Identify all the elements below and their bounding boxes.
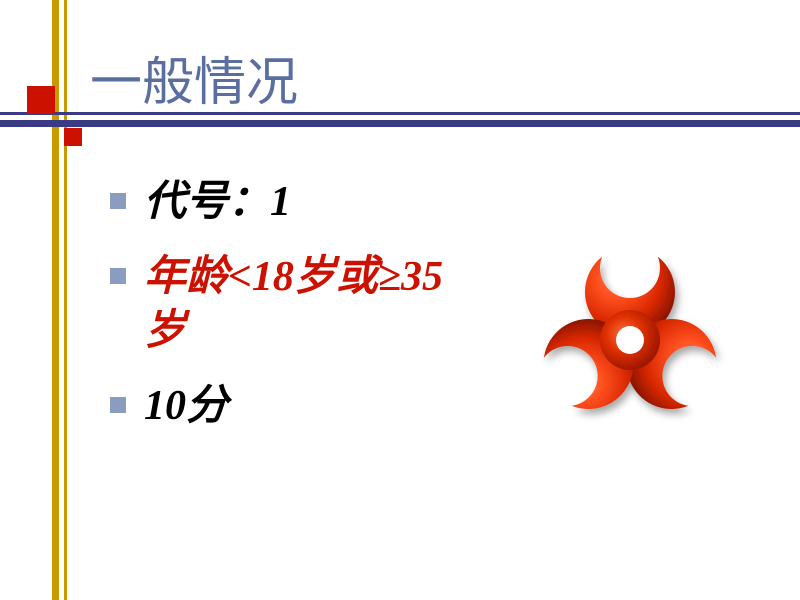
decorative-horizontal-line-thick bbox=[0, 120, 800, 127]
slide-header: 一般情况 bbox=[0, 0, 800, 140]
bullet-marker bbox=[110, 397, 126, 413]
decorative-vertical-line-thin bbox=[64, 0, 67, 600]
biohazard-icon bbox=[520, 230, 740, 450]
bullet-list: 代号：1 年龄<18岁或≥35岁 10分 bbox=[110, 175, 450, 453]
bullet-text-code: 代号：1 bbox=[144, 175, 291, 230]
list-item: 10分 bbox=[110, 379, 450, 434]
decorative-red-square-small bbox=[64, 128, 82, 146]
list-item: 代号：1 bbox=[110, 175, 450, 230]
decorative-red-square-large bbox=[27, 86, 55, 114]
bullet-marker bbox=[110, 268, 126, 284]
bullet-marker bbox=[110, 193, 126, 209]
slide-title: 一般情况 bbox=[90, 40, 298, 115]
list-item: 年龄<18岁或≥35岁 bbox=[110, 250, 450, 359]
bullet-text-age: 年龄<18岁或≥35岁 bbox=[144, 250, 450, 359]
bullet-text-score: 10分 bbox=[144, 379, 228, 434]
